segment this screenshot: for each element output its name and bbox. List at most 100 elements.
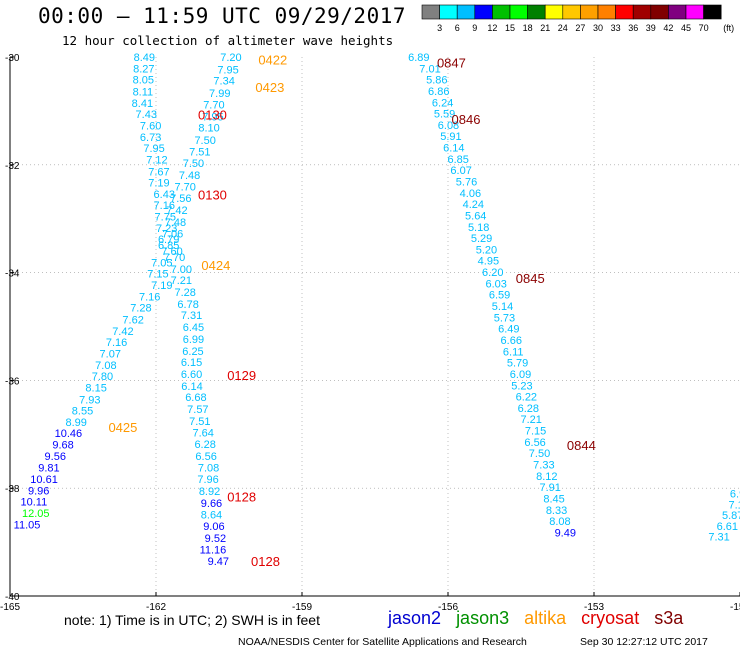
wave-height-point: 7.33 xyxy=(533,459,554,471)
wave-height-point: 6.60 xyxy=(181,369,202,381)
y-tick-label: -32 xyxy=(5,161,20,172)
wave-height-point: 7.42 xyxy=(166,205,187,217)
wave-height-point: 5.87 xyxy=(722,510,740,522)
wave-height-point: 7.67 xyxy=(148,166,169,178)
wave-height-point: 6.79 xyxy=(158,234,179,246)
wave-height-point: 6.14 xyxy=(443,143,464,155)
wave-height-point: 6.24 xyxy=(432,97,453,109)
satellite-legend: jason2 jason3 altika cryosat s3a xyxy=(388,608,693,629)
wave-height-point: 4.24 xyxy=(463,199,484,211)
scale-tick-label: 6 xyxy=(455,23,460,33)
wave-height-point: 7.50 xyxy=(194,135,215,147)
wave-height-point: 7.12 xyxy=(146,154,167,166)
legend-item-jason3: jason3 xyxy=(456,608,510,628)
wave-height-point: 8.49 xyxy=(134,52,155,64)
scale-tick-label: 21 xyxy=(540,23,550,33)
wave-height-point: 7.75 xyxy=(155,212,176,224)
wave-height-point: 5.64 xyxy=(465,210,486,222)
credit-line: NOAA/NESDIS Center for Satellite Applica… xyxy=(238,636,527,648)
wave-height-point: 7.28 xyxy=(130,303,151,315)
wave-height-point: 4.06 xyxy=(460,188,481,200)
wave-height-point: 8.92 xyxy=(199,486,220,498)
wave-height-point: 5.73 xyxy=(494,312,515,324)
time-label: 0128 xyxy=(251,554,280,569)
wave-height-point: 9.96 xyxy=(28,485,49,497)
wave-height-point: 5.79 xyxy=(507,358,528,370)
wave-height-point: 6.20 xyxy=(482,267,503,279)
wave-height-point: 7.21 xyxy=(521,414,542,426)
wave-height-point: 6.78 xyxy=(177,299,198,311)
time-label: 0130 xyxy=(198,108,227,123)
time-label: 0129 xyxy=(227,368,256,383)
legend-item-cryosat: cryosat xyxy=(581,608,640,628)
scale-tick-label: 27 xyxy=(575,23,585,33)
scale-tick-label: 36 xyxy=(628,23,638,33)
y-tick-label: -40 xyxy=(5,592,20,603)
wave-height-point: 7.01 xyxy=(419,63,440,75)
wave-height-point: 7.16 xyxy=(139,291,160,303)
wave-height-point: 7.34 xyxy=(213,76,234,88)
wave-height-point: 7.95 xyxy=(143,143,164,155)
wave-height-point: 5.29 xyxy=(471,233,492,245)
y-tick-label: -38 xyxy=(5,484,20,495)
wave-height-point: 7.28 xyxy=(174,287,195,299)
legend-item-jason2: jason2 xyxy=(388,608,442,628)
wave-height-point: 6.99 xyxy=(183,334,204,346)
scale-tick-label: 9 xyxy=(472,23,477,33)
wave-height-point: 7.80 xyxy=(92,371,113,383)
wave-height-point: 7.64 xyxy=(192,428,213,440)
wave-height-point: 9.81 xyxy=(38,463,59,475)
scale-tick-label: 30 xyxy=(593,23,603,33)
time-label: 0844 xyxy=(567,438,596,453)
wave-height-point: 7.1 xyxy=(728,499,740,511)
wave-height-point: 6.56 xyxy=(524,437,545,449)
wave-height-point: 8.45 xyxy=(543,493,564,505)
wave-height-point: 6.89 xyxy=(408,52,429,64)
wave-height-point: 6.45 xyxy=(183,322,204,334)
wave-height-point: 11.16 xyxy=(200,545,227,557)
scale-tick-label: 33 xyxy=(611,23,621,33)
wave-height-point: 6.25 xyxy=(182,346,203,358)
wave-height-point: 7.19 xyxy=(151,280,172,292)
wave-height-point: 9.66 xyxy=(201,498,222,510)
scale-tick-label: 45 xyxy=(681,23,691,33)
color-scale: 3 6 9 12 15 18 21 24 27 30 33 36 39 42 45 70 (ft) xyxy=(421,4,734,33)
wave-height-point: 6.14 xyxy=(181,381,202,393)
wave-height-point: 7.05 xyxy=(151,257,172,269)
wave-height-point: 6.56 xyxy=(195,451,216,463)
footer-note: note: 1) Time is in UTC; 2) SWH is in fe… xyxy=(64,612,320,628)
wave-height-point: 7.15 xyxy=(525,426,546,438)
wave-height-point: 10.46 xyxy=(55,428,83,440)
wave-height-point: 7.42 xyxy=(112,326,133,338)
wave-height-point: 7.48 xyxy=(165,217,186,229)
x-tick-label: -153 xyxy=(584,602,604,613)
wave-height-point: 7.51 xyxy=(189,146,210,158)
wave-height-point: 6.15 xyxy=(181,357,202,369)
scale-tick-label: 15 xyxy=(505,23,515,33)
wave-height-point: 7.96 xyxy=(197,474,218,486)
wave-height-point: 8.12 xyxy=(536,471,557,483)
wave-height-point: 12.05 xyxy=(22,508,50,520)
wave-height-point: 7.16 xyxy=(154,200,175,212)
generated-timestamp: Sep 30 12:27:12 UTC 2017 xyxy=(580,636,708,648)
page-subtitle: 12 hour collection of altimeter wave hei… xyxy=(62,33,394,48)
time-label: 0847 xyxy=(437,55,466,70)
wave-height-point: 7.70 xyxy=(174,181,195,193)
wave-height-point: 5.14 xyxy=(492,301,513,313)
wave-height-point: 6.59 xyxy=(489,290,510,302)
time-label: 0424 xyxy=(201,258,230,273)
y-tick-label: -30 xyxy=(5,53,20,64)
wave-height-point: 7.06 xyxy=(162,228,183,240)
wave-height-point: 6.08 xyxy=(438,120,459,132)
wave-height-point: 6.9 xyxy=(730,489,740,501)
wave-height-point: 6.85 xyxy=(158,240,179,252)
time-label: 0130 xyxy=(198,187,227,202)
wave-height-point: 6.22 xyxy=(516,392,537,404)
wave-height-point: 7.60 xyxy=(161,246,182,258)
wave-height-point: 10.11 xyxy=(20,497,47,509)
time-label: 0425 xyxy=(108,420,137,435)
wave-height-point: 8.41 xyxy=(132,98,153,110)
wave-height-point: 5.76 xyxy=(456,177,477,189)
x-tick-label: -162 xyxy=(146,602,166,613)
page-title: 00:00 – 11:59 UTC 09/29/2017 xyxy=(38,4,407,28)
